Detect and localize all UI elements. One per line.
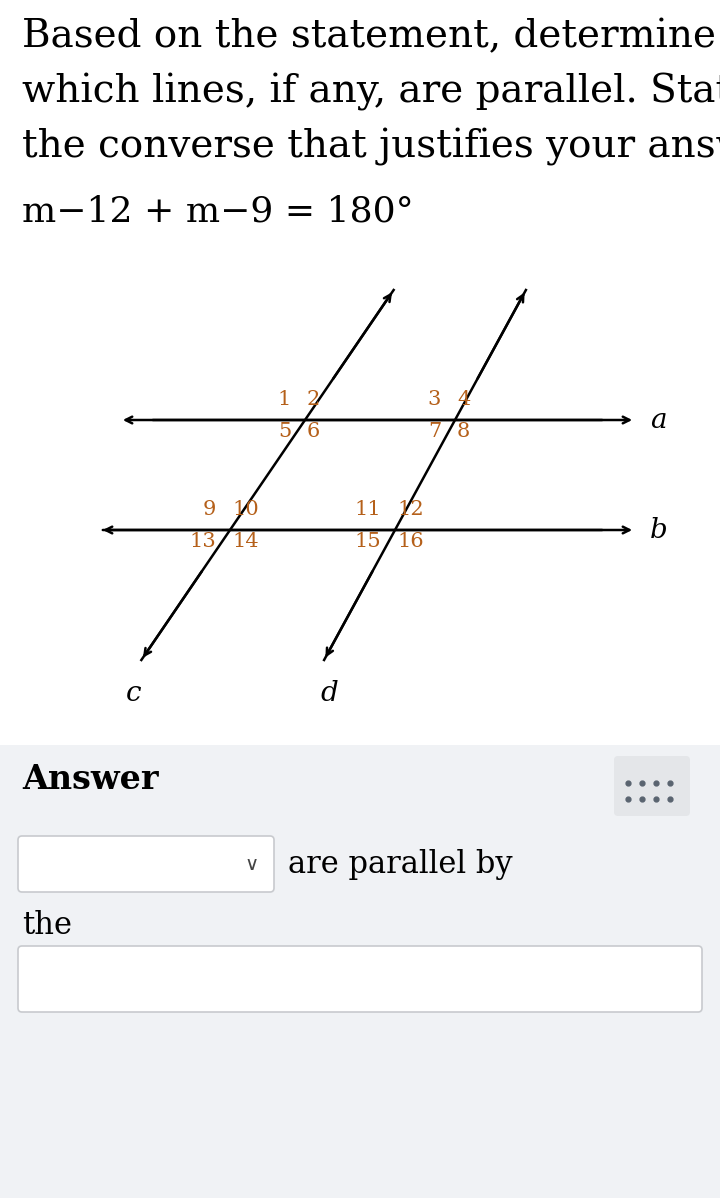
Bar xyxy=(0,745,720,1198)
FancyBboxPatch shape xyxy=(18,836,274,893)
Text: 15: 15 xyxy=(354,532,381,551)
Text: m−12 + m−9 = 180°: m−12 + m−9 = 180° xyxy=(22,195,414,229)
Text: ∨: ∨ xyxy=(245,854,259,873)
Text: 7: 7 xyxy=(428,422,441,441)
Text: 13: 13 xyxy=(189,532,216,551)
Text: 12: 12 xyxy=(397,500,423,519)
Text: 3: 3 xyxy=(428,391,441,409)
FancyBboxPatch shape xyxy=(18,946,702,1012)
Text: the converse that justifies your answer.: the converse that justifies your answer. xyxy=(22,128,720,167)
Text: d: d xyxy=(320,680,338,707)
Text: 16: 16 xyxy=(397,532,423,551)
Text: c: c xyxy=(125,680,141,707)
Text: 5: 5 xyxy=(278,422,291,441)
Text: which lines, if any, are parallel. State: which lines, if any, are parallel. State xyxy=(22,73,720,111)
Text: 10: 10 xyxy=(232,500,258,519)
Text: 4: 4 xyxy=(457,391,470,409)
Text: b: b xyxy=(650,516,667,544)
Text: a: a xyxy=(650,406,667,434)
Text: 11: 11 xyxy=(354,500,381,519)
Text: the: the xyxy=(22,910,72,940)
Text: 1: 1 xyxy=(278,391,291,409)
FancyBboxPatch shape xyxy=(614,756,690,816)
Text: 9: 9 xyxy=(202,500,216,519)
Text: 14: 14 xyxy=(232,532,258,551)
Text: 8: 8 xyxy=(457,422,470,441)
Text: Answer: Answer xyxy=(22,763,158,795)
Text: 6: 6 xyxy=(307,422,320,441)
Text: Based on the statement, determine: Based on the statement, determine xyxy=(22,18,716,55)
Text: are parallel by: are parallel by xyxy=(288,848,513,879)
Text: 2: 2 xyxy=(307,391,320,409)
